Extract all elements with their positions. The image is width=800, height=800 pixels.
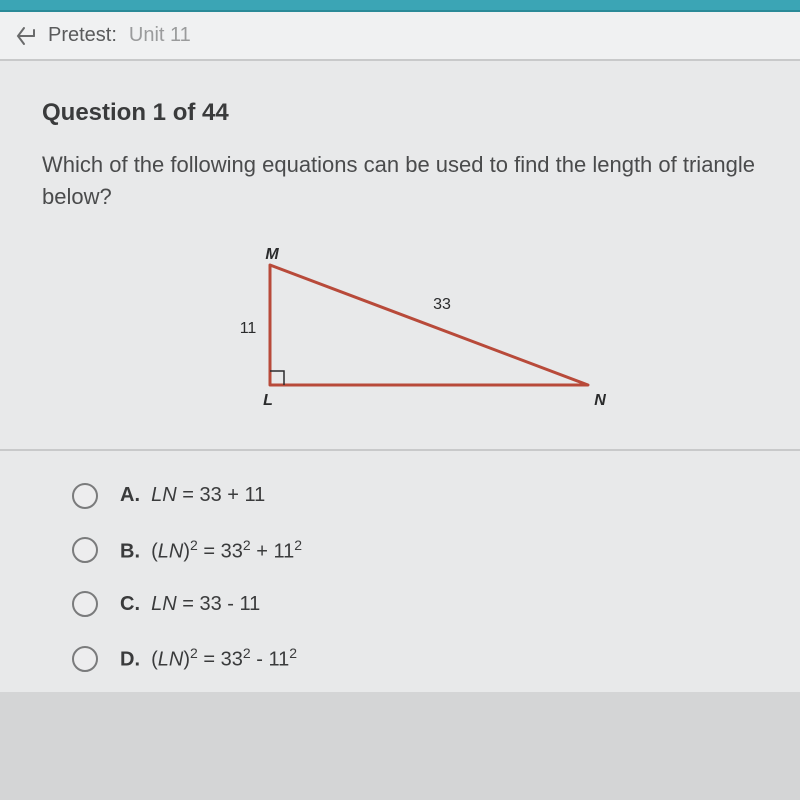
- option-d-text: D. (LN)2 = 332 - 112: [120, 645, 297, 672]
- option-b-text: B. (LN)2 = 332 + 112: [120, 537, 302, 564]
- radio-icon[interactable]: [72, 537, 98, 563]
- radio-icon[interactable]: [72, 591, 98, 617]
- svg-text:L: L: [263, 392, 273, 409]
- option-a[interactable]: A. LN = 33 + 11: [72, 483, 758, 509]
- question-prompt: Which of the following equations can be …: [42, 149, 758, 213]
- svg-text:N: N: [594, 392, 606, 409]
- top-strip: [0, 0, 800, 12]
- header-bar: Pretest: Unit 11: [0, 12, 800, 61]
- radio-icon[interactable]: [72, 646, 98, 672]
- divider: [0, 449, 800, 451]
- question-number: Question 1 of 44: [42, 99, 758, 127]
- svg-text:33: 33: [433, 296, 451, 313]
- option-c-text: C. LN = 33 - 11: [120, 593, 260, 616]
- option-a-text: A. LN = 33 + 11: [120, 484, 265, 507]
- triangle-diagram: M L N 11 33: [42, 239, 758, 441]
- option-d[interactable]: D. (LN)2 = 332 - 112: [72, 645, 758, 672]
- triangle-svg: M L N 11 33: [180, 247, 620, 417]
- svg-text:11: 11: [240, 320, 257, 337]
- back-arrow-icon[interactable]: [16, 26, 36, 46]
- unit-label: Unit 11: [129, 24, 191, 47]
- option-b[interactable]: B. (LN)2 = 332 + 112: [72, 537, 758, 564]
- svg-text:M: M: [265, 247, 279, 263]
- option-c[interactable]: C. LN = 33 - 11: [72, 591, 758, 617]
- pretest-label: Pretest:: [48, 24, 117, 47]
- radio-icon[interactable]: [72, 483, 98, 509]
- answer-options: A. LN = 33 + 11 B. (LN)2 = 332 + 112 C. …: [42, 473, 758, 672]
- question-content: Question 1 of 44 Which of the following …: [0, 61, 800, 692]
